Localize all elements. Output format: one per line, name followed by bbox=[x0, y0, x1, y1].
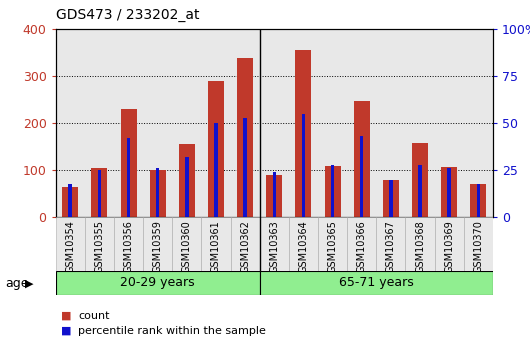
Text: GSM10359: GSM10359 bbox=[153, 220, 163, 273]
Bar bbox=[318, 217, 347, 271]
Bar bbox=[470, 184, 487, 217]
Bar bbox=[266, 175, 282, 217]
Bar bbox=[85, 217, 114, 271]
Text: ▶: ▶ bbox=[25, 279, 34, 288]
Text: 20-29 years: 20-29 years bbox=[120, 276, 195, 289]
Text: GSM10354: GSM10354 bbox=[65, 220, 75, 273]
Bar bbox=[231, 217, 260, 271]
Text: GSM10360: GSM10360 bbox=[182, 220, 192, 273]
Bar bbox=[56, 217, 85, 271]
Bar bbox=[201, 217, 231, 271]
Text: GSM10361: GSM10361 bbox=[211, 220, 221, 273]
Bar bbox=[302, 114, 305, 217]
Bar bbox=[435, 217, 464, 271]
Text: GSM10363: GSM10363 bbox=[269, 220, 279, 273]
Text: ■: ■ bbox=[61, 326, 72, 335]
Bar bbox=[120, 109, 137, 217]
Bar bbox=[156, 168, 160, 217]
Text: count: count bbox=[78, 311, 109, 321]
Bar bbox=[383, 180, 399, 217]
Bar bbox=[62, 187, 78, 217]
Bar bbox=[441, 167, 457, 217]
Bar bbox=[179, 145, 195, 217]
Text: GSM10356: GSM10356 bbox=[123, 220, 134, 273]
Bar bbox=[418, 165, 422, 217]
Bar bbox=[149, 170, 166, 217]
Bar bbox=[295, 50, 312, 217]
Bar bbox=[208, 81, 224, 217]
Bar bbox=[376, 217, 405, 271]
Text: age: age bbox=[5, 277, 29, 290]
Bar bbox=[289, 217, 318, 271]
Bar bbox=[476, 184, 480, 217]
Text: percentile rank within the sample: percentile rank within the sample bbox=[78, 326, 266, 335]
Bar bbox=[185, 157, 189, 217]
Bar bbox=[114, 217, 143, 271]
Bar bbox=[91, 168, 108, 217]
Text: GSM10369: GSM10369 bbox=[444, 220, 454, 273]
Bar bbox=[360, 137, 364, 217]
Bar bbox=[447, 168, 451, 217]
Text: GSM10368: GSM10368 bbox=[415, 220, 425, 273]
Bar bbox=[98, 170, 101, 217]
Text: GSM10370: GSM10370 bbox=[473, 220, 483, 273]
Bar bbox=[347, 217, 376, 271]
Bar bbox=[405, 217, 435, 271]
Text: GSM10362: GSM10362 bbox=[240, 220, 250, 273]
Bar bbox=[214, 123, 218, 217]
Bar bbox=[172, 217, 201, 271]
Text: GDS473 / 233202_at: GDS473 / 233202_at bbox=[56, 8, 199, 22]
Text: GSM10355: GSM10355 bbox=[94, 220, 104, 273]
Bar bbox=[56, 271, 260, 295]
Bar bbox=[272, 172, 276, 217]
Bar bbox=[260, 217, 289, 271]
Bar bbox=[389, 180, 393, 217]
Bar bbox=[243, 118, 247, 217]
Bar bbox=[331, 165, 334, 217]
Bar bbox=[412, 143, 428, 217]
Bar bbox=[127, 138, 130, 217]
Bar bbox=[324, 166, 341, 217]
Text: GSM10364: GSM10364 bbox=[298, 220, 308, 273]
Text: GSM10367: GSM10367 bbox=[386, 220, 396, 273]
Bar bbox=[68, 184, 72, 217]
Text: ■: ■ bbox=[61, 311, 72, 321]
Text: GSM10365: GSM10365 bbox=[328, 220, 338, 273]
Bar bbox=[464, 217, 493, 271]
Bar bbox=[354, 101, 370, 217]
Text: 65-71 years: 65-71 years bbox=[339, 276, 414, 289]
Bar bbox=[237, 58, 253, 217]
Bar bbox=[143, 217, 172, 271]
Text: GSM10366: GSM10366 bbox=[357, 220, 367, 273]
Bar bbox=[260, 271, 493, 295]
